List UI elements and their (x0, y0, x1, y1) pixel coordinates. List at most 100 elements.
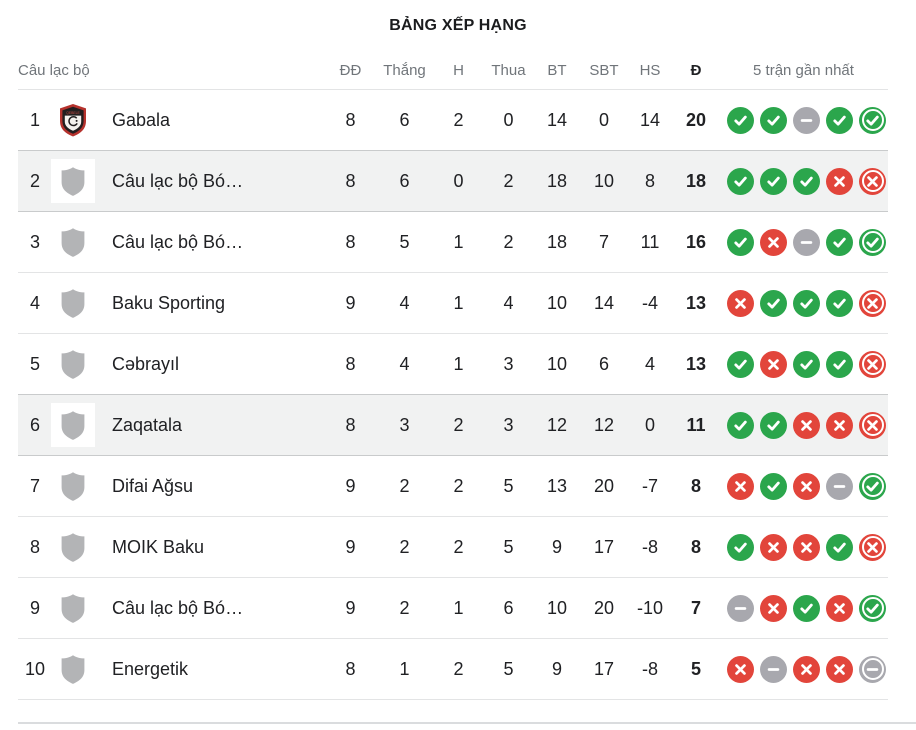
points-cell: 13 (685, 292, 707, 313)
goal-diff-cell: 11 (640, 231, 660, 252)
form-loss-icon (760, 594, 787, 622)
form-loss-icon (826, 655, 853, 683)
losses-cell: 5 (503, 536, 514, 557)
table-row[interactable]: 1 QEBELE Gabala 8 6 2 0 14 0 14 20 (18, 90, 888, 151)
goal-diff-cell: 8 (644, 170, 655, 191)
form-win-icon (826, 228, 853, 256)
goals-against-cell: 17 (593, 536, 615, 557)
club-logo (51, 342, 95, 386)
table-row[interactable]: 10 Energetik 8 1 2 5 9 17 -8 5 (18, 639, 888, 700)
goals-for-cell: 18 (546, 170, 568, 191)
form-loss-icon (826, 411, 853, 439)
column-header-goals-for: BT (547, 62, 567, 79)
losses-cell: 5 (503, 475, 514, 496)
goals-against-cell: 0 (598, 109, 609, 130)
column-header-points: Đ (690, 62, 702, 79)
points-cell: 13 (685, 353, 707, 374)
table-row[interactable]: 8 MOIK Baku 9 2 2 5 9 17 -8 8 (18, 517, 888, 578)
goals-against-cell: 6 (598, 353, 609, 374)
generic-shield-icon (61, 411, 85, 440)
draws-cell: 2 (453, 109, 464, 130)
column-header-goal-diff: HS (639, 62, 661, 79)
form-draw-icon (793, 228, 820, 256)
form-draw-icon (727, 594, 754, 622)
generic-shield-icon (61, 350, 85, 379)
generic-shield-icon (61, 228, 85, 257)
club-name: Energetik (112, 658, 189, 679)
table-row[interactable]: 2 Câu lạc bộ Bó… 8 6 0 2 18 10 8 18 (18, 151, 888, 212)
form-draw-icon (826, 472, 853, 500)
rank-cell: 9 (29, 597, 40, 618)
table-row[interactable]: 6 Zaqatala 8 3 2 3 12 12 0 11 (18, 395, 888, 456)
points-cell: 5 (690, 658, 701, 679)
club-name: Gabala (112, 109, 171, 130)
form-loss-icon (859, 533, 886, 561)
losses-cell: 2 (503, 231, 514, 252)
goals-against-cell: 7 (598, 231, 609, 252)
draws-cell: 1 (453, 231, 464, 252)
rank-cell: 8 (29, 536, 40, 557)
form-loss-icon (826, 594, 853, 622)
club-logo (51, 159, 95, 203)
svg-text:QEBELE: QEBELE (66, 111, 80, 115)
wins-cell: 2 (399, 475, 410, 496)
goals-against-cell: 12 (593, 414, 615, 435)
table-row[interactable]: 5 Cəbrayıl 8 4 1 3 10 6 4 13 (18, 334, 888, 395)
goal-diff-cell: 4 (644, 353, 655, 374)
club-name: Baku Sporting (112, 292, 226, 313)
form-cell (719, 533, 888, 561)
played-cell: 9 (345, 475, 356, 496)
form-loss-icon (859, 289, 886, 317)
form-loss-icon (859, 350, 886, 378)
form-loss-icon (727, 289, 754, 317)
form-loss-icon (793, 411, 820, 439)
form-win-icon (793, 350, 820, 378)
form-win-icon (859, 594, 886, 622)
form-loss-icon (793, 472, 820, 500)
table-row[interactable]: 3 Câu lạc bộ Bó… 8 5 1 2 18 7 11 16 (18, 212, 888, 273)
form-win-icon (727, 228, 754, 256)
generic-shield-icon (61, 472, 85, 501)
form-cell (719, 594, 888, 622)
form-win-icon (826, 106, 853, 134)
wins-cell: 2 (399, 536, 410, 557)
table-row[interactable]: 9 Câu lạc bộ Bó… 9 2 1 6 10 20 -10 7 (18, 578, 888, 639)
goals-for-cell: 10 (546, 353, 568, 374)
form-win-icon (760, 106, 787, 134)
goals-for-cell: 13 (546, 475, 568, 496)
goals-for-cell: 10 (546, 292, 568, 313)
form-cell (719, 228, 888, 256)
section-divider (18, 722, 916, 724)
form-loss-icon (859, 411, 886, 439)
wins-cell: 6 (399, 170, 410, 191)
losses-cell: 2 (503, 170, 514, 191)
form-win-icon (859, 472, 886, 500)
played-cell: 9 (345, 292, 356, 313)
points-cell: 18 (685, 170, 707, 191)
club-logo (51, 525, 95, 569)
club-logo (51, 403, 95, 447)
rank-cell: 10 (24, 658, 46, 679)
club-name: Câu lạc bộ Bó… (112, 597, 244, 618)
table-row[interactable]: 7 Difai Ağsu 9 2 2 5 13 20 -7 8 (18, 456, 888, 517)
generic-shield-icon (61, 167, 85, 196)
form-win-icon (727, 533, 754, 561)
goal-diff-cell: -4 (641, 292, 658, 313)
form-loss-icon (760, 228, 787, 256)
form-win-icon (793, 289, 820, 317)
losses-cell: 4 (503, 292, 514, 313)
form-draw-icon (793, 106, 820, 134)
table-row[interactable]: 4 Baku Sporting 9 4 1 4 10 14 -4 13 (18, 273, 888, 334)
column-header-club: Câu lạc bộ (18, 62, 90, 79)
generic-shield-icon (61, 289, 85, 318)
points-cell: 11 (686, 414, 706, 435)
form-cell (719, 289, 888, 317)
goals-for-cell: 18 (546, 231, 568, 252)
form-win-icon (859, 228, 886, 256)
form-loss-icon (760, 533, 787, 561)
wins-cell: 5 (399, 231, 410, 252)
form-win-icon (760, 472, 787, 500)
column-header-draws: H (453, 62, 464, 79)
goals-against-cell: 14 (593, 292, 615, 313)
draws-cell: 2 (453, 475, 464, 496)
